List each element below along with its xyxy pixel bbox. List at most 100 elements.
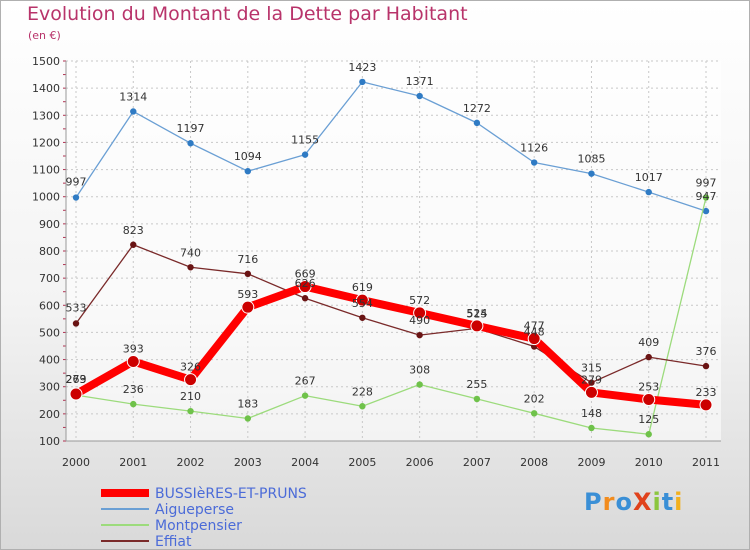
legend-label-montpensier: Montpensier xyxy=(155,518,242,534)
data-label-montpensier: 267 xyxy=(295,375,316,388)
data-point-effiat xyxy=(359,314,366,321)
data-point-montpensier xyxy=(473,395,481,403)
y-tick-label: 1500 xyxy=(32,55,60,68)
data-point-aigueperse xyxy=(187,140,194,147)
data-label-montpensier: 210 xyxy=(180,390,201,403)
data-point-effiat xyxy=(130,241,137,248)
data-label-montpensier: 228 xyxy=(352,385,373,398)
y-tick-label: 1000 xyxy=(32,191,60,204)
data-point-aigueperse xyxy=(588,170,595,177)
y-tick-label: 800 xyxy=(39,245,60,258)
data-point-effiat xyxy=(187,264,194,271)
data-label-bussi-res-et-pruns: 233 xyxy=(696,386,717,399)
data-label-aigueperse: 1126 xyxy=(520,142,548,155)
data-label-bussi-res-et-pruns: 393 xyxy=(123,342,144,355)
data-label-bussi-res-et-pruns: 524 xyxy=(466,307,487,320)
data-label-aigueperse: 1197 xyxy=(177,122,205,135)
data-point-montpensier xyxy=(588,424,595,432)
data-point-bussi-res-et-pruns xyxy=(126,354,140,368)
data-label-effiat: 554 xyxy=(352,297,373,310)
data-point-aigueperse xyxy=(72,194,80,201)
x-tick-label: 2000 xyxy=(62,456,90,469)
y-tick-label: 900 xyxy=(39,218,60,231)
y-tick-label: 1200 xyxy=(32,136,60,149)
data-point-montpensier xyxy=(359,403,366,410)
data-point-effiat xyxy=(244,270,252,277)
data-label-bussi-res-et-pruns: 326 xyxy=(180,361,201,374)
data-label-aigueperse: 1371 xyxy=(406,75,434,88)
data-point-bussi-res-et-pruns xyxy=(699,398,713,412)
x-tick-label: 2007 xyxy=(463,456,491,469)
data-point-bussi-res-et-pruns xyxy=(470,319,484,333)
x-tick-label: 2006 xyxy=(406,456,434,469)
data-label-effiat: 315 xyxy=(581,362,602,375)
data-point-bussi-res-et-pruns xyxy=(413,306,427,320)
data-label-bussi-res-et-pruns: 477 xyxy=(524,320,545,333)
series-line-effiat xyxy=(75,244,707,384)
legend-label-effiat: Effiat xyxy=(155,534,192,549)
data-point-bussi-res-et-pruns xyxy=(241,300,255,314)
data-label-montpensier: 255 xyxy=(466,378,487,391)
data-point-effiat xyxy=(702,362,710,370)
data-label-aigueperse: 1085 xyxy=(577,153,605,166)
data-label-montpensier: 269 xyxy=(66,373,87,386)
data-point-effiat xyxy=(416,331,423,339)
data-label-montpensier: 183 xyxy=(237,397,258,410)
y-tick-label: 400 xyxy=(39,354,60,367)
data-label-aigueperse: 1272 xyxy=(463,102,491,115)
data-label-effiat: 409 xyxy=(638,336,659,349)
series-line-montpensier xyxy=(75,196,707,435)
data-label-effiat: 515 xyxy=(466,307,487,320)
data-point-aigueperse xyxy=(530,159,538,166)
y-tick-label: 1100 xyxy=(32,164,60,177)
data-point-montpensier xyxy=(187,407,194,415)
data-point-montpensier xyxy=(301,392,309,399)
data-label-effiat: 448 xyxy=(524,326,545,339)
data-point-aigueperse xyxy=(473,119,481,127)
data-label-effiat: 533 xyxy=(66,301,87,314)
legend-label-aigueperse: Aigueperse xyxy=(155,502,234,518)
data-label-aigueperse: 1155 xyxy=(291,134,319,147)
logo-letter: r xyxy=(602,488,616,516)
data-label-effiat: 716 xyxy=(237,253,258,266)
y-tick-label: 1400 xyxy=(32,82,60,95)
data-point-aigueperse xyxy=(359,78,366,86)
proxiti-logo: ProXiti xyxy=(584,488,683,516)
data-point-bussi-res-et-pruns xyxy=(298,280,312,294)
data-point-bussi-res-et-pruns xyxy=(184,373,198,387)
y-tick-label: 200 xyxy=(39,408,60,421)
data-point-aigueperse xyxy=(301,151,309,158)
series-line-aigueperse xyxy=(75,81,707,212)
data-label-effiat: 740 xyxy=(180,246,201,259)
data-point-aigueperse xyxy=(244,168,252,175)
data-label-bussi-res-et-pruns: 619 xyxy=(352,281,373,294)
data-label-effiat: 823 xyxy=(123,224,144,237)
data-label-aigueperse: 1094 xyxy=(234,150,262,163)
data-label-bussi-res-et-pruns: 273 xyxy=(66,373,87,386)
data-label-effiat: 626 xyxy=(295,277,316,290)
x-tick-label: 2011 xyxy=(692,456,720,469)
data-label-aigueperse: 1017 xyxy=(635,171,663,184)
x-tick-label: 2001 xyxy=(119,456,147,469)
data-label-montpensier: 997 xyxy=(696,177,717,190)
data-point-aigueperse xyxy=(416,92,423,100)
data-label-montpensier: 236 xyxy=(123,383,144,396)
x-tick-label: 2008 xyxy=(520,456,548,469)
y-tick-label: 100 xyxy=(39,435,60,448)
data-point-montpensier xyxy=(530,410,538,417)
data-point-aigueperse xyxy=(645,188,652,196)
data-label-bussi-res-et-pruns: 279 xyxy=(581,373,602,386)
y-tick-label: 1300 xyxy=(32,109,60,122)
x-tick-label: 2005 xyxy=(348,456,376,469)
logo-letter: t xyxy=(661,488,675,516)
logo-letter: i xyxy=(652,488,662,516)
data-label-aigueperse: 997 xyxy=(66,176,87,189)
data-point-montpensier xyxy=(645,431,652,438)
data-label-bussi-res-et-pruns: 593 xyxy=(237,288,258,301)
logo-letter: X xyxy=(632,488,653,516)
data-label-effiat: 490 xyxy=(409,314,430,327)
data-label-aigueperse: 947 xyxy=(696,190,717,203)
data-point-aigueperse xyxy=(702,207,710,215)
data-label-montpensier: 202 xyxy=(524,392,545,405)
